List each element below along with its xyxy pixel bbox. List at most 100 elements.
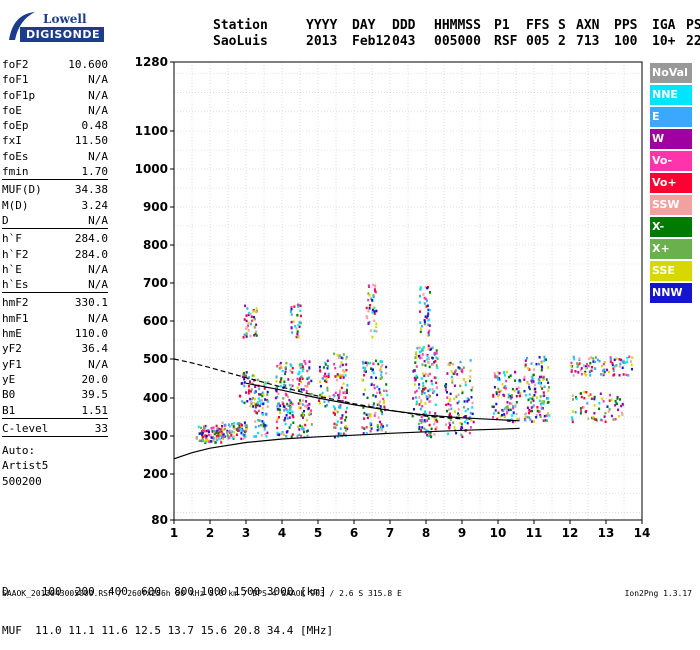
echo-point	[263, 426, 266, 429]
echo-point	[459, 384, 462, 388]
param-row: foF1 N/A	[2, 72, 108, 87]
echo-point	[524, 419, 527, 422]
echo-point	[373, 312, 376, 315]
echo-point	[431, 388, 434, 391]
echo-point	[510, 418, 513, 421]
echo-point	[472, 420, 475, 424]
echo-point	[244, 327, 247, 330]
file-info: SAAOK_2013043005000.RSF / 260fx256h 50 k…	[2, 589, 402, 598]
echo-point	[425, 305, 428, 308]
echo-point	[251, 319, 253, 323]
echo-point	[240, 431, 243, 435]
echo-point	[505, 408, 508, 411]
echo-point	[380, 409, 383, 412]
echo-point	[264, 382, 267, 385]
echo-point	[336, 378, 339, 382]
echo-point	[365, 364, 368, 367]
echo-point	[300, 434, 303, 438]
echo-point	[586, 363, 588, 366]
echo-point	[506, 411, 509, 414]
echo-point	[300, 363, 303, 366]
param-row: h`Es N/A	[2, 277, 108, 294]
param-name: MUF(D)	[2, 183, 42, 197]
echo-point	[535, 362, 538, 366]
echo-point	[220, 441, 223, 444]
echo-point	[414, 391, 417, 394]
echo-point	[449, 397, 452, 401]
echo-point	[428, 365, 431, 369]
param-value: 36.4	[81, 342, 109, 356]
echo-point	[419, 288, 422, 291]
echo-point	[533, 368, 536, 371]
echo-point	[382, 425, 385, 428]
echo-point	[457, 414, 460, 417]
echo-point	[542, 391, 545, 394]
echo-point	[339, 365, 342, 368]
echo-point	[287, 378, 290, 381]
echo-point	[506, 401, 509, 404]
echo-point	[512, 406, 515, 410]
echo-point	[434, 420, 437, 423]
echo-point	[367, 284, 370, 287]
echo-point	[418, 426, 421, 429]
echo-point	[428, 318, 431, 322]
y-tick-label: 700	[143, 276, 168, 290]
echo-point	[336, 374, 339, 378]
echo-point	[217, 431, 220, 435]
echo-point	[299, 402, 302, 405]
echo-point	[366, 316, 369, 320]
echo-point	[526, 381, 529, 385]
echo-point	[466, 397, 469, 400]
echo-point	[531, 409, 533, 413]
echo-point	[429, 400, 432, 403]
echo-point	[337, 435, 340, 438]
echo-point	[590, 397, 593, 400]
echo-point	[383, 400, 386, 403]
echo-point	[280, 432, 283, 436]
echo-point	[346, 384, 349, 387]
echo-point	[380, 360, 383, 364]
param-row: h`F2 284.0	[2, 247, 108, 262]
echo-point	[222, 437, 225, 440]
echo-point	[241, 375, 244, 379]
echo-point	[318, 365, 321, 369]
echo-point	[535, 414, 538, 417]
echo-point	[238, 426, 241, 429]
echo-point	[368, 307, 371, 310]
echo-point	[620, 404, 623, 408]
echo-point	[252, 310, 255, 313]
echo-point	[429, 431, 432, 434]
echo-point	[230, 431, 233, 434]
echo-point	[432, 391, 434, 394]
echo-point	[299, 363, 302, 366]
echo-point	[449, 363, 451, 367]
echo-point	[308, 376, 311, 379]
echo-point	[444, 384, 447, 388]
echo-point	[575, 396, 577, 399]
echo-point	[413, 376, 416, 380]
echo-point	[260, 424, 262, 427]
echo-point	[344, 429, 347, 432]
echo-point	[543, 400, 545, 403]
echo-point	[415, 351, 418, 354]
echo-point	[258, 404, 261, 408]
echo-point	[277, 392, 280, 396]
echo-point	[253, 409, 256, 413]
echo-point	[341, 374, 344, 377]
echo-point	[243, 377, 246, 381]
header-value-8: 713	[576, 34, 600, 49]
echo-point	[372, 294, 375, 297]
echo-point	[342, 382, 345, 385]
header-value-11: 22	[686, 34, 700, 49]
echo-point	[418, 346, 421, 350]
echo-point	[430, 347, 433, 351]
echo-point	[197, 425, 200, 429]
param-value: 34.38	[74, 183, 108, 197]
echo-point	[233, 431, 235, 434]
echo-point	[255, 403, 258, 407]
echo-point	[580, 367, 583, 370]
echo-point	[540, 401, 543, 405]
echo-point	[275, 380, 278, 383]
header-label-4: HHMMSS	[434, 18, 481, 33]
echo-point	[238, 395, 241, 398]
